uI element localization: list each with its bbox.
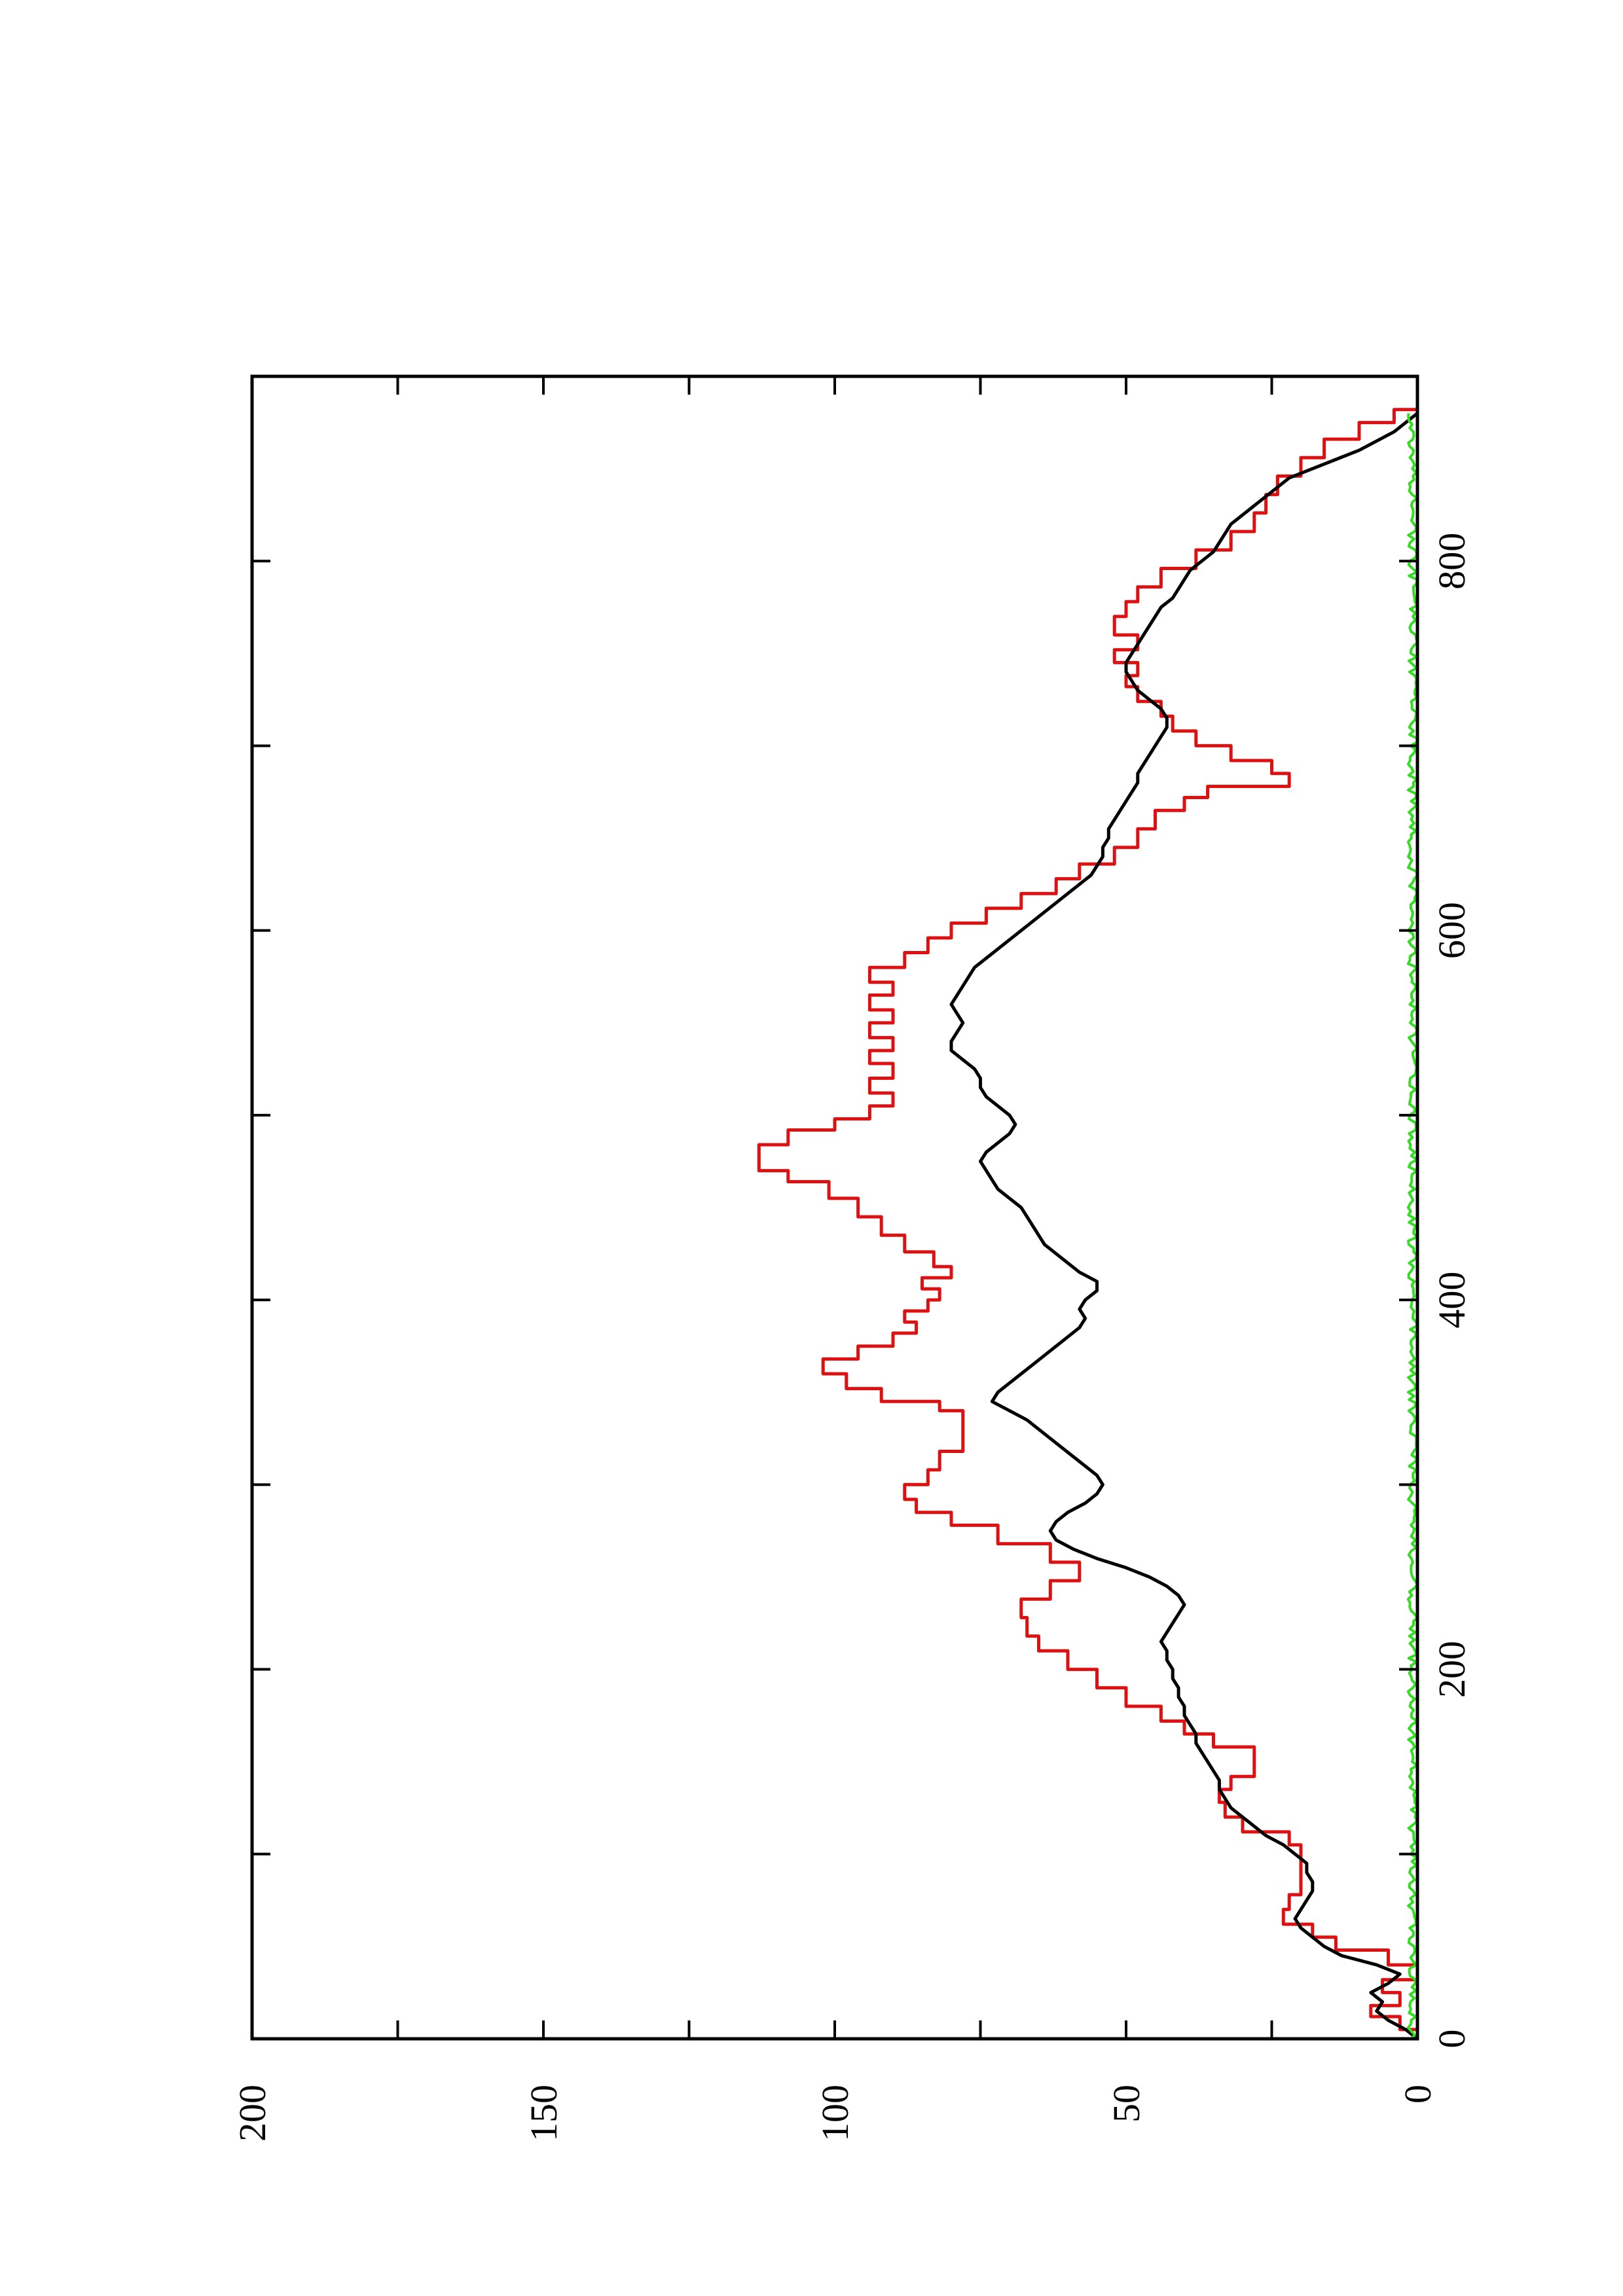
x-tick-label: 200 [1431,1641,1473,1698]
y-tick-label: 50 [1105,2085,1148,2123]
y-tick-label: 100 [814,2085,856,2142]
y-tick-label: 0 [1396,2085,1439,2104]
x-tick-label: 800 [1431,533,1473,590]
axis-ticks [251,375,1419,2040]
y-tick-label: 150 [522,2085,565,2142]
series-line-1 [949,412,1419,2040]
x-tick-label: 400 [1431,1272,1473,1329]
series-layer [757,408,1419,2040]
y-tick-label: 200 [231,2085,274,2142]
x-tick-label: 600 [1431,902,1473,959]
axis-tick-labels: 0 200 400 600 800 0 50 100 150 200 [231,533,1473,2142]
plot-frame [250,374,1419,2041]
x-tick-label: 0 [1431,2030,1473,2049]
series-line-0 [757,408,1419,2039]
